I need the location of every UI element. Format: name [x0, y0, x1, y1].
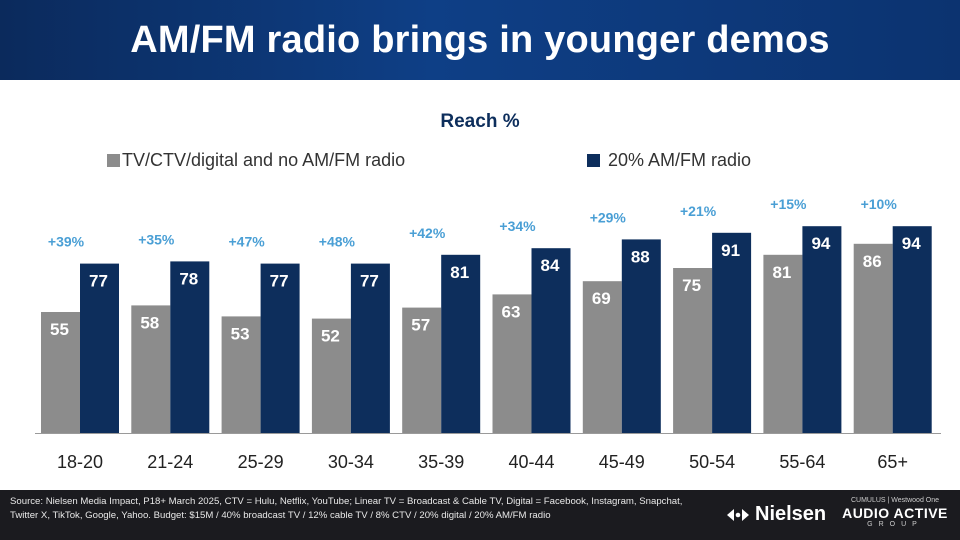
lift-annotation: +42%	[409, 225, 446, 241]
data-label-radio: 88	[631, 247, 650, 266]
bar-radio	[531, 248, 571, 433]
bar-no-radio	[311, 318, 351, 433]
audio-active-group-logo: CUMULUS | Westwood One AUDIO ACTIVE GROU…	[840, 497, 950, 528]
bar-no-radio	[673, 268, 713, 433]
data-label-no-radio: 86	[863, 252, 882, 271]
lift-annotation: +48%	[319, 234, 356, 250]
data-label-radio: 91	[721, 241, 740, 260]
aag-name-text: AUDIO ACTIVE	[842, 505, 948, 521]
aag-top-text: CUMULUS | Westwood One	[850, 497, 940, 504]
bar-radio	[802, 226, 842, 433]
bar-no-radio	[763, 254, 803, 433]
data-label-radio: 81	[450, 263, 469, 282]
data-label-no-radio: 81	[772, 263, 791, 282]
nielsen-logo-text: Nielsen	[755, 503, 827, 525]
data-label-radio: 77	[270, 272, 289, 291]
bar-radio	[621, 239, 661, 433]
x-tick-label: 45-49	[599, 452, 645, 472]
x-tick-label: 35-39	[418, 452, 464, 472]
legend-item-no-radio: TV/CTV/digital and no AM/FM radio	[107, 150, 405, 171]
bar-radio	[80, 263, 119, 433]
bar-no-radio	[221, 316, 261, 433]
x-tick-label: 21-24	[147, 452, 193, 472]
legend-swatch-gray	[107, 154, 120, 167]
lift-annotation: +39%	[48, 234, 85, 250]
bar-radio	[441, 254, 481, 433]
source-note: Source: Nielsen Media Impact, P18+ March…	[10, 496, 683, 521]
bar-no-radio	[41, 312, 80, 433]
nielsen-logo: Nielsen	[727, 503, 826, 526]
x-tick-label: 65+	[877, 452, 908, 472]
bar-radio	[260, 263, 300, 433]
lift-annotation: +34%	[499, 218, 536, 234]
data-label-radio: 77	[89, 272, 108, 291]
legend-label-no-radio: TV/CTV/digital and no AM/FM radio	[122, 150, 406, 170]
aag-group-text: GROUP	[867, 521, 923, 528]
x-tick-label: 50-54	[689, 452, 735, 472]
x-tick-label: 40-44	[508, 452, 554, 472]
data-label-no-radio: 69	[592, 289, 611, 308]
nielsen-mark-icon	[727, 508, 749, 521]
bar-radio	[712, 232, 752, 433]
lift-annotation: +15%	[770, 196, 807, 212]
data-label-radio: 94	[811, 234, 830, 253]
bar-radio	[170, 261, 210, 433]
x-tick-label: 30-34	[328, 452, 374, 472]
data-label-no-radio: 52	[321, 327, 340, 346]
bar-no-radio	[582, 281, 622, 433]
data-label-no-radio: 53	[231, 324, 250, 343]
x-tick-label: 55-64	[779, 452, 825, 472]
page-title: AM/FM radio brings in younger demos	[130, 18, 830, 61]
bar-no-radio	[402, 307, 442, 433]
bar-radio	[350, 263, 390, 433]
data-label-no-radio: 75	[682, 276, 701, 295]
data-label-radio: 77	[360, 272, 379, 291]
data-label-radio: 94	[902, 234, 921, 253]
lift-annotation: +21%	[680, 203, 717, 219]
x-tick-label: 18-20	[57, 452, 103, 472]
bar-no-radio	[131, 305, 171, 433]
bar-chart: 55 77 +39% 18-20 58 78 +35% 21-24 53 77 +47% 25-29 5…	[35, 196, 941, 472]
data-label-radio: 84	[541, 256, 560, 275]
bar-no-radio	[853, 243, 893, 433]
footer-bar: Source: Nielsen Media Impact, P18+ March…	[0, 490, 960, 540]
bar-no-radio	[492, 294, 532, 433]
lift-annotation: +35%	[138, 231, 175, 247]
lift-annotation: +10%	[861, 196, 898, 212]
legend-swatch-navy	[587, 154, 600, 167]
lift-annotation: +47%	[228, 234, 265, 250]
data-label-no-radio: 58	[140, 313, 159, 332]
data-label-no-radio: 55	[50, 320, 69, 339]
lift-annotation: +29%	[590, 209, 627, 225]
chart-title: Reach %	[440, 111, 520, 132]
title-banner: AM/FM radio brings in younger demos	[0, 0, 960, 80]
data-label-radio: 78	[179, 269, 198, 288]
bar-radio	[892, 226, 932, 433]
legend-item-radio: 20% AM/FM radio	[587, 150, 751, 171]
legend-label-radio: 20% AM/FM radio	[608, 150, 752, 170]
x-tick-label: 25-29	[238, 452, 284, 472]
data-label-no-radio: 63	[502, 302, 521, 321]
data-label-no-radio: 57	[411, 316, 430, 335]
